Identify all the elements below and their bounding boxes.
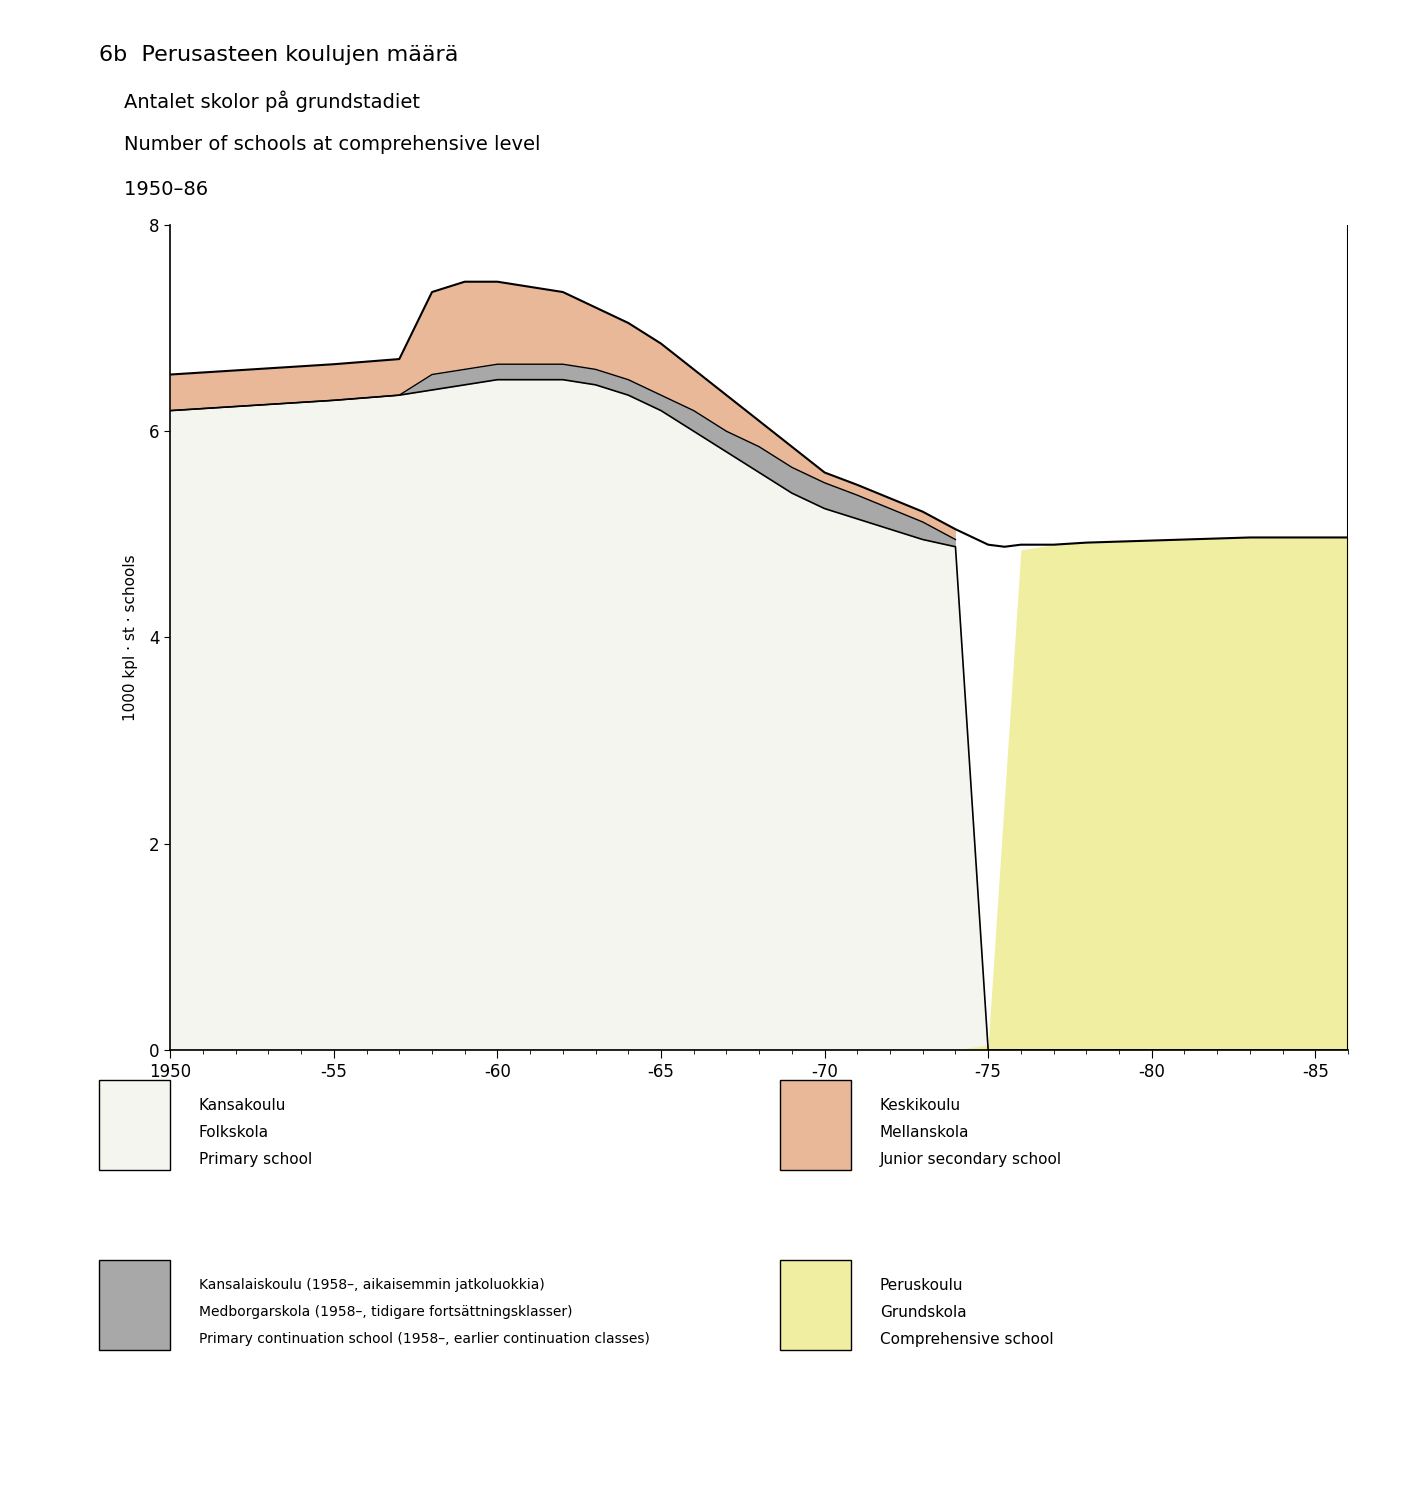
Text: Peruskoulu: Peruskoulu xyxy=(880,1278,964,1293)
Y-axis label: 1000 kpl · st · schools: 1000 kpl · st · schools xyxy=(123,554,138,722)
Text: Keskikoulu: Keskikoulu xyxy=(880,1098,961,1113)
Text: Folkskola: Folkskola xyxy=(199,1125,268,1140)
Text: Kansakoulu: Kansakoulu xyxy=(199,1098,287,1113)
Text: Junior secondary school: Junior secondary school xyxy=(880,1152,1061,1167)
Text: Grundskola: Grundskola xyxy=(880,1305,966,1320)
Text: Antalet skolor på grundstadiet: Antalet skolor på grundstadiet xyxy=(99,90,420,111)
Text: 6b  Perusasteen koulujen määrä: 6b Perusasteen koulujen määrä xyxy=(99,45,458,64)
Text: Medborgarskola (1958–, tidigare fortsättningsklasser): Medborgarskola (1958–, tidigare fortsätt… xyxy=(199,1305,572,1318)
Text: 1950–86: 1950–86 xyxy=(99,180,209,200)
Text: Kansalaiskoulu (1958–, aikaisemmin jatkoluokkia): Kansalaiskoulu (1958–, aikaisemmin jatko… xyxy=(199,1278,545,1292)
Text: Mellanskola: Mellanskola xyxy=(880,1125,969,1140)
Text: Comprehensive school: Comprehensive school xyxy=(880,1332,1053,1347)
Text: Primary continuation school (1958–, earlier continuation classes): Primary continuation school (1958–, earl… xyxy=(199,1332,650,1346)
Text: Primary school: Primary school xyxy=(199,1152,312,1167)
Text: Number of schools at comprehensive level: Number of schools at comprehensive level xyxy=(99,135,541,154)
